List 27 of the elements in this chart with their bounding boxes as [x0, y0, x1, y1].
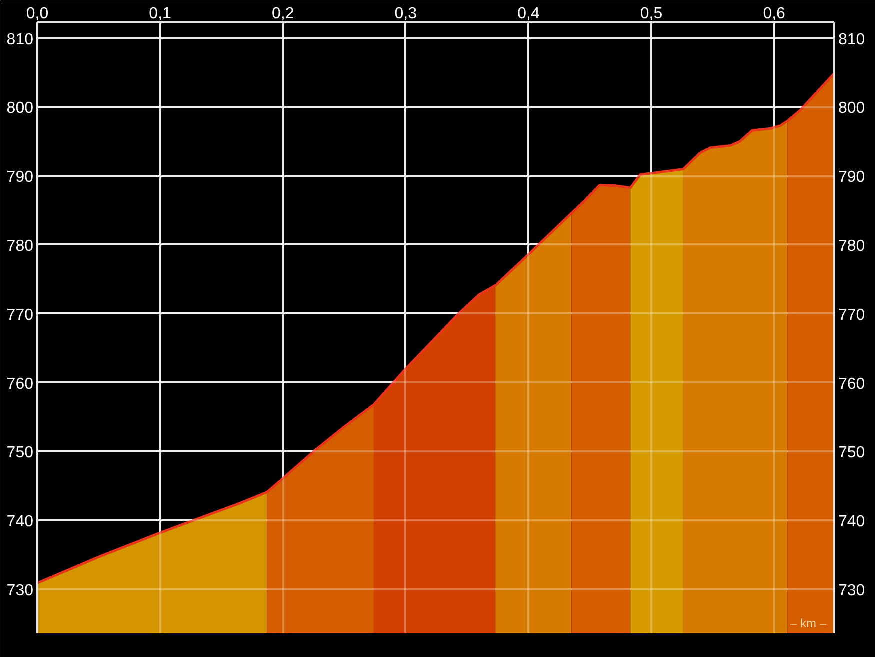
x-tick-label: 0,5: [640, 6, 663, 22]
x-tick-label: 0,1: [149, 6, 172, 22]
y-tick-label: 800: [6, 100, 34, 118]
y-tick-label: 730: [6, 582, 34, 600]
x-tick-label: 0,6: [763, 6, 786, 22]
y2-tick-label: 730: [838, 582, 866, 600]
y-tick-label: 750: [6, 444, 34, 462]
y2-tick-label: 770: [838, 306, 866, 324]
y2-tick-label: 740: [838, 514, 866, 531]
y2-tick-label: 790: [838, 169, 866, 186]
y2-tick-label: 810: [838, 31, 866, 48]
y-tick-label: 790: [6, 169, 34, 186]
y-tick-label: 760: [6, 376, 34, 393]
x-axis-title: – km –: [790, 616, 827, 630]
x-tick-label: 0,2: [272, 6, 294, 22]
y-tick-label: 740: [6, 514, 34, 531]
y-tick-label: 780: [6, 238, 34, 255]
y-tick-label: 770: [6, 306, 34, 324]
x-tick-label: 0,3: [394, 6, 418, 22]
x-tick-label: 0,0: [26, 6, 49, 22]
x-tick-label: 0,4: [518, 6, 540, 22]
y2-tick-label: 780: [838, 238, 866, 255]
line-series: [38, 72, 834, 584]
y2-tick-label: 800: [838, 100, 866, 118]
y-tick-label: 810: [6, 31, 34, 48]
y2-tick-label: 750: [838, 444, 866, 462]
y2-tick-label: 760: [838, 376, 866, 393]
